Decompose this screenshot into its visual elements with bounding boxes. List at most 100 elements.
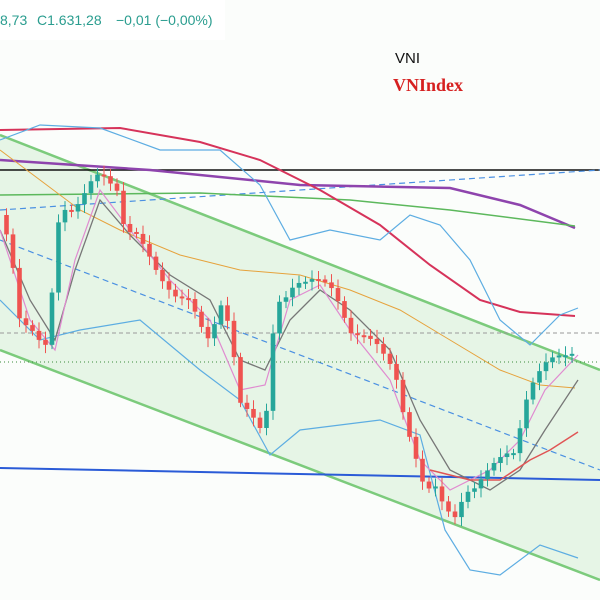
trend-dashed-2 bbox=[0, 239, 600, 471]
candle-body bbox=[95, 174, 100, 182]
candle-body bbox=[62, 209, 68, 223]
ma-purple bbox=[0, 158, 576, 230]
header-close: C1.631,28 bbox=[37, 12, 102, 28]
candle-body bbox=[134, 231, 139, 234]
candle-body bbox=[381, 344, 386, 354]
candle-body bbox=[446, 501, 451, 512]
candle-body bbox=[160, 269, 165, 282]
candle-body bbox=[212, 324, 217, 339]
candle-body bbox=[368, 335, 373, 339]
candle-body bbox=[407, 412, 412, 437]
candle-body bbox=[30, 325, 35, 331]
candle-body bbox=[394, 363, 399, 380]
candle-body bbox=[225, 305, 230, 321]
candle-body bbox=[10, 234, 16, 268]
candle-body bbox=[543, 362, 549, 372]
candle-body bbox=[43, 339, 48, 345]
band-lower bbox=[0, 299, 579, 576]
candle-body bbox=[433, 486, 438, 489]
candle-body bbox=[166, 281, 172, 290]
candles bbox=[4, 165, 575, 527]
candle-body bbox=[153, 256, 159, 270]
candle-body bbox=[504, 453, 510, 458]
candle-body bbox=[569, 353, 575, 356]
ma-pink bbox=[0, 188, 579, 491]
candle-body bbox=[290, 287, 295, 298]
candle-body bbox=[472, 488, 477, 492]
candle-body bbox=[108, 176, 113, 184]
candle-body bbox=[498, 457, 503, 464]
candle-body bbox=[199, 311, 204, 327]
candle-body bbox=[348, 317, 354, 334]
candle-body bbox=[426, 481, 432, 489]
header-change: −0,01 (−0,00%) bbox=[116, 12, 213, 28]
candle-body bbox=[400, 379, 406, 413]
band-upper bbox=[0, 124, 579, 346]
candle-body bbox=[303, 281, 308, 284]
candle-body bbox=[121, 190, 126, 224]
header-box bbox=[0, 0, 225, 40]
ma-green bbox=[0, 192, 576, 227]
candle-body bbox=[244, 402, 250, 409]
candle-body bbox=[114, 183, 120, 191]
ma-gray bbox=[0, 198, 579, 491]
candle-body bbox=[309, 279, 315, 282]
candle-body bbox=[335, 288, 341, 302]
candle-body bbox=[283, 297, 289, 302]
candle-body bbox=[147, 243, 152, 257]
candle-body bbox=[355, 333, 360, 336]
candle-body bbox=[361, 335, 367, 338]
candle-body bbox=[49, 292, 55, 345]
candle-body bbox=[69, 209, 74, 212]
candle-body bbox=[101, 174, 107, 177]
candle-body bbox=[439, 486, 445, 502]
candle-body bbox=[264, 410, 269, 428]
candle-body bbox=[537, 371, 542, 383]
candle-body bbox=[277, 301, 282, 334]
candle-body bbox=[205, 326, 211, 339]
candle-body bbox=[374, 338, 380, 345]
candle-body bbox=[413, 436, 419, 459]
candle-body bbox=[127, 223, 133, 232]
candle-body bbox=[173, 289, 178, 297]
candle-body bbox=[257, 417, 263, 428]
candle-body bbox=[342, 301, 347, 318]
channel-upper bbox=[0, 133, 600, 372]
candle-body bbox=[511, 453, 516, 456]
candle-body bbox=[75, 204, 81, 212]
candle-body bbox=[238, 357, 243, 403]
candle-body bbox=[88, 181, 94, 194]
candle-body bbox=[316, 279, 321, 282]
legend-name: VNIndex bbox=[393, 75, 463, 95]
candle-body bbox=[452, 511, 458, 518]
candle-body bbox=[465, 491, 471, 502]
candle-body bbox=[563, 355, 568, 358]
candle-body bbox=[56, 222, 61, 293]
candle-body bbox=[140, 233, 146, 244]
candle-body bbox=[218, 305, 224, 325]
candle-body bbox=[556, 355, 562, 358]
candle-body bbox=[322, 279, 328, 283]
candle-body bbox=[387, 353, 393, 364]
candle-body bbox=[420, 458, 425, 482]
candle-body bbox=[82, 193, 87, 205]
candle-body bbox=[491, 463, 497, 471]
support-line bbox=[0, 467, 600, 481]
candle-body bbox=[17, 267, 22, 319]
ma-red bbox=[429, 431, 579, 481]
candle-body bbox=[179, 296, 185, 299]
candle-body bbox=[517, 428, 523, 454]
candle-body bbox=[530, 382, 536, 400]
candle-body bbox=[270, 333, 276, 411]
ma-crimson bbox=[0, 126, 576, 317]
candle-body bbox=[186, 298, 191, 301]
candle-body bbox=[459, 501, 464, 518]
candle-body bbox=[23, 318, 29, 326]
channel-lower bbox=[0, 348, 600, 582]
candle-body bbox=[296, 282, 302, 288]
candle-body bbox=[550, 357, 555, 363]
candle-body bbox=[4, 215, 9, 235]
candle-body bbox=[524, 399, 529, 429]
trend-dashed-1 bbox=[0, 169, 600, 211]
